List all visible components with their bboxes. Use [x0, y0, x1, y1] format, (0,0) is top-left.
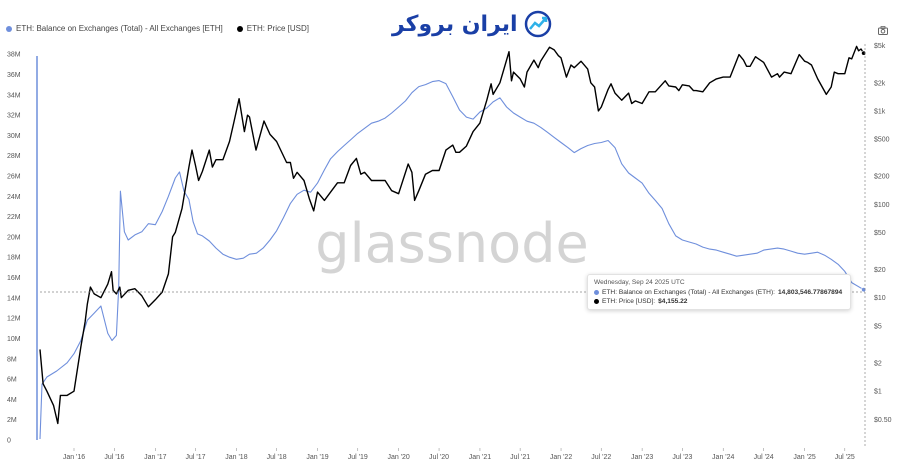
y-right-tick-label: $5k [874, 43, 886, 50]
y-right-tick-label: $0.50 [874, 417, 892, 424]
camera-icon[interactable] [878, 26, 888, 35]
y-left-tick-label: 10M [7, 336, 21, 343]
x-tick-label: Jan '24 [712, 454, 734, 461]
y-left-tick-label: 32M [7, 113, 21, 120]
x-tick-label: Jan '16 [63, 454, 85, 461]
y-right-tick-label: $1 [874, 389, 882, 396]
x-tick-label: Jan '17 [144, 454, 166, 461]
x-tick-label: Jul '20 [429, 454, 449, 461]
tooltip-row-balance: ETH: Balance on Exchanges (Total) - All … [594, 289, 844, 296]
x-tick-label: Jan '25 [793, 454, 815, 461]
x-tick-label: Jan '22 [550, 454, 572, 461]
y-right-tick-label: $200 [874, 174, 890, 181]
brand-logo-text: ایران بروکر [392, 11, 518, 37]
y-left-tick-label: 12M [7, 316, 21, 323]
y-left-tick-label: 2M [7, 417, 17, 424]
x-tick-label: Jul '23 [672, 454, 692, 461]
y-left-tick-label: 6M [7, 377, 17, 384]
y-right-tick-label: $500 [874, 137, 890, 144]
y-axis-right: $0.50 $1 $2 $5 $10 $20 $50 $100 $200 $500 $1k $2k $5… [874, 43, 892, 424]
x-tick-label: Jan '18 [225, 454, 247, 461]
x-tick-label: Jan '23 [631, 454, 653, 461]
y-right-tick-label: $10 [874, 295, 886, 302]
y-right-tick-label: $50 [874, 230, 886, 237]
x-tick-label: Jul '21 [510, 454, 530, 461]
tooltip-date: Wednesday, Sep 24 2025 UTC [594, 279, 685, 286]
y-left-tick-label: 28M [7, 153, 21, 160]
y-left-tick-label: 30M [7, 133, 21, 140]
y-right-tick-label: $100 [874, 202, 890, 209]
brand-logo: ایران بروکر [392, 10, 552, 38]
x-tick-label: Jul '22 [591, 454, 611, 461]
series-layer [39, 45, 867, 440]
legend-dot-price [236, 25, 243, 32]
tooltip-balance-value: 14,803,546.77867894 [777, 289, 843, 296]
tooltip-row-price: ETH: Price [USD]: $4,155.22 [594, 298, 844, 305]
y-right-tick-label: $1k [874, 108, 886, 115]
y-left-tick-label: 36M [7, 72, 21, 79]
y-left-tick-label: 8M [7, 356, 17, 363]
series-line-price [39, 45, 865, 425]
x-axis: Jan '16 Jul '16 Jan '17 Jul '17 Jan '18 Jul '… [63, 448, 855, 461]
tooltip-dot-balance [594, 290, 599, 295]
y-left-tick-label: 24M [7, 194, 21, 201]
y-left-tick-label: 22M [7, 214, 21, 221]
y-left-tick-label: 20M [7, 234, 21, 241]
x-tick-label: Jul '19 [348, 454, 368, 461]
y-left-tick-label: 4M [7, 397, 17, 404]
x-tick-label: Jul '25 [835, 454, 855, 461]
legend-item-price[interactable]: ETH: Price [USD] [236, 24, 309, 33]
y-right-tick-label: $2k [874, 80, 886, 87]
hover-tooltip: Wednesday, Sep 24 2025 UTC ETH: Balance … [587, 274, 851, 310]
y-left-tick-label: 26M [7, 174, 21, 181]
y-axis-left: 0 2M 4M 6M 8M 10M 12M 14M 16M 18M 20M 22M 24M 26M 28M 3… [7, 52, 21, 445]
x-tick-label: Jan '21 [469, 454, 491, 461]
tooltip-price-label: ETH: Price [USD]: [602, 298, 656, 305]
y-left-tick-label: 14M [7, 295, 21, 302]
x-tick-label: Jul '18 [267, 454, 287, 461]
tooltip-price-value: $4,155.22 [658, 298, 688, 305]
chart-legend: ETH: Balance on Exchanges (Total) - All … [6, 24, 309, 33]
legend-label-balance: ETH: Balance on Exchanges (Total) - All … [16, 24, 223, 33]
x-tick-label: Jan '19 [306, 454, 328, 461]
y-left-tick-label: 16M [7, 275, 21, 282]
y-left-tick-label: 34M [7, 92, 21, 99]
growth-chart-icon [524, 10, 551, 38]
series-line-balance [39, 80, 864, 440]
x-tick-label: Jan '20 [387, 454, 409, 461]
y-right-tick-label: $5 [874, 323, 882, 330]
legend-dot-balance [6, 25, 12, 32]
y-left-tick-label: 0 [7, 438, 11, 445]
y-left-tick-label: 18M [7, 255, 21, 262]
watermark-text: glassnode [315, 212, 588, 275]
x-tick-label: Jul '24 [754, 454, 774, 461]
x-tick-label: Jul '17 [186, 454, 206, 461]
x-tick-label: Jul '16 [104, 454, 124, 461]
y-left-tick-label: 38M [7, 52, 21, 59]
y-right-tick-label: $20 [874, 267, 886, 274]
tooltip-balance-label: ETH: Balance on Exchanges (Total) - All … [602, 289, 775, 296]
legend-item-balance[interactable]: ETH: Balance on Exchanges (Total) - All … [6, 24, 223, 33]
legend-label-price: ETH: Price [USD] [246, 24, 309, 33]
y-right-tick-label: $2 [874, 361, 882, 368]
tooltip-dot-price [594, 299, 599, 304]
